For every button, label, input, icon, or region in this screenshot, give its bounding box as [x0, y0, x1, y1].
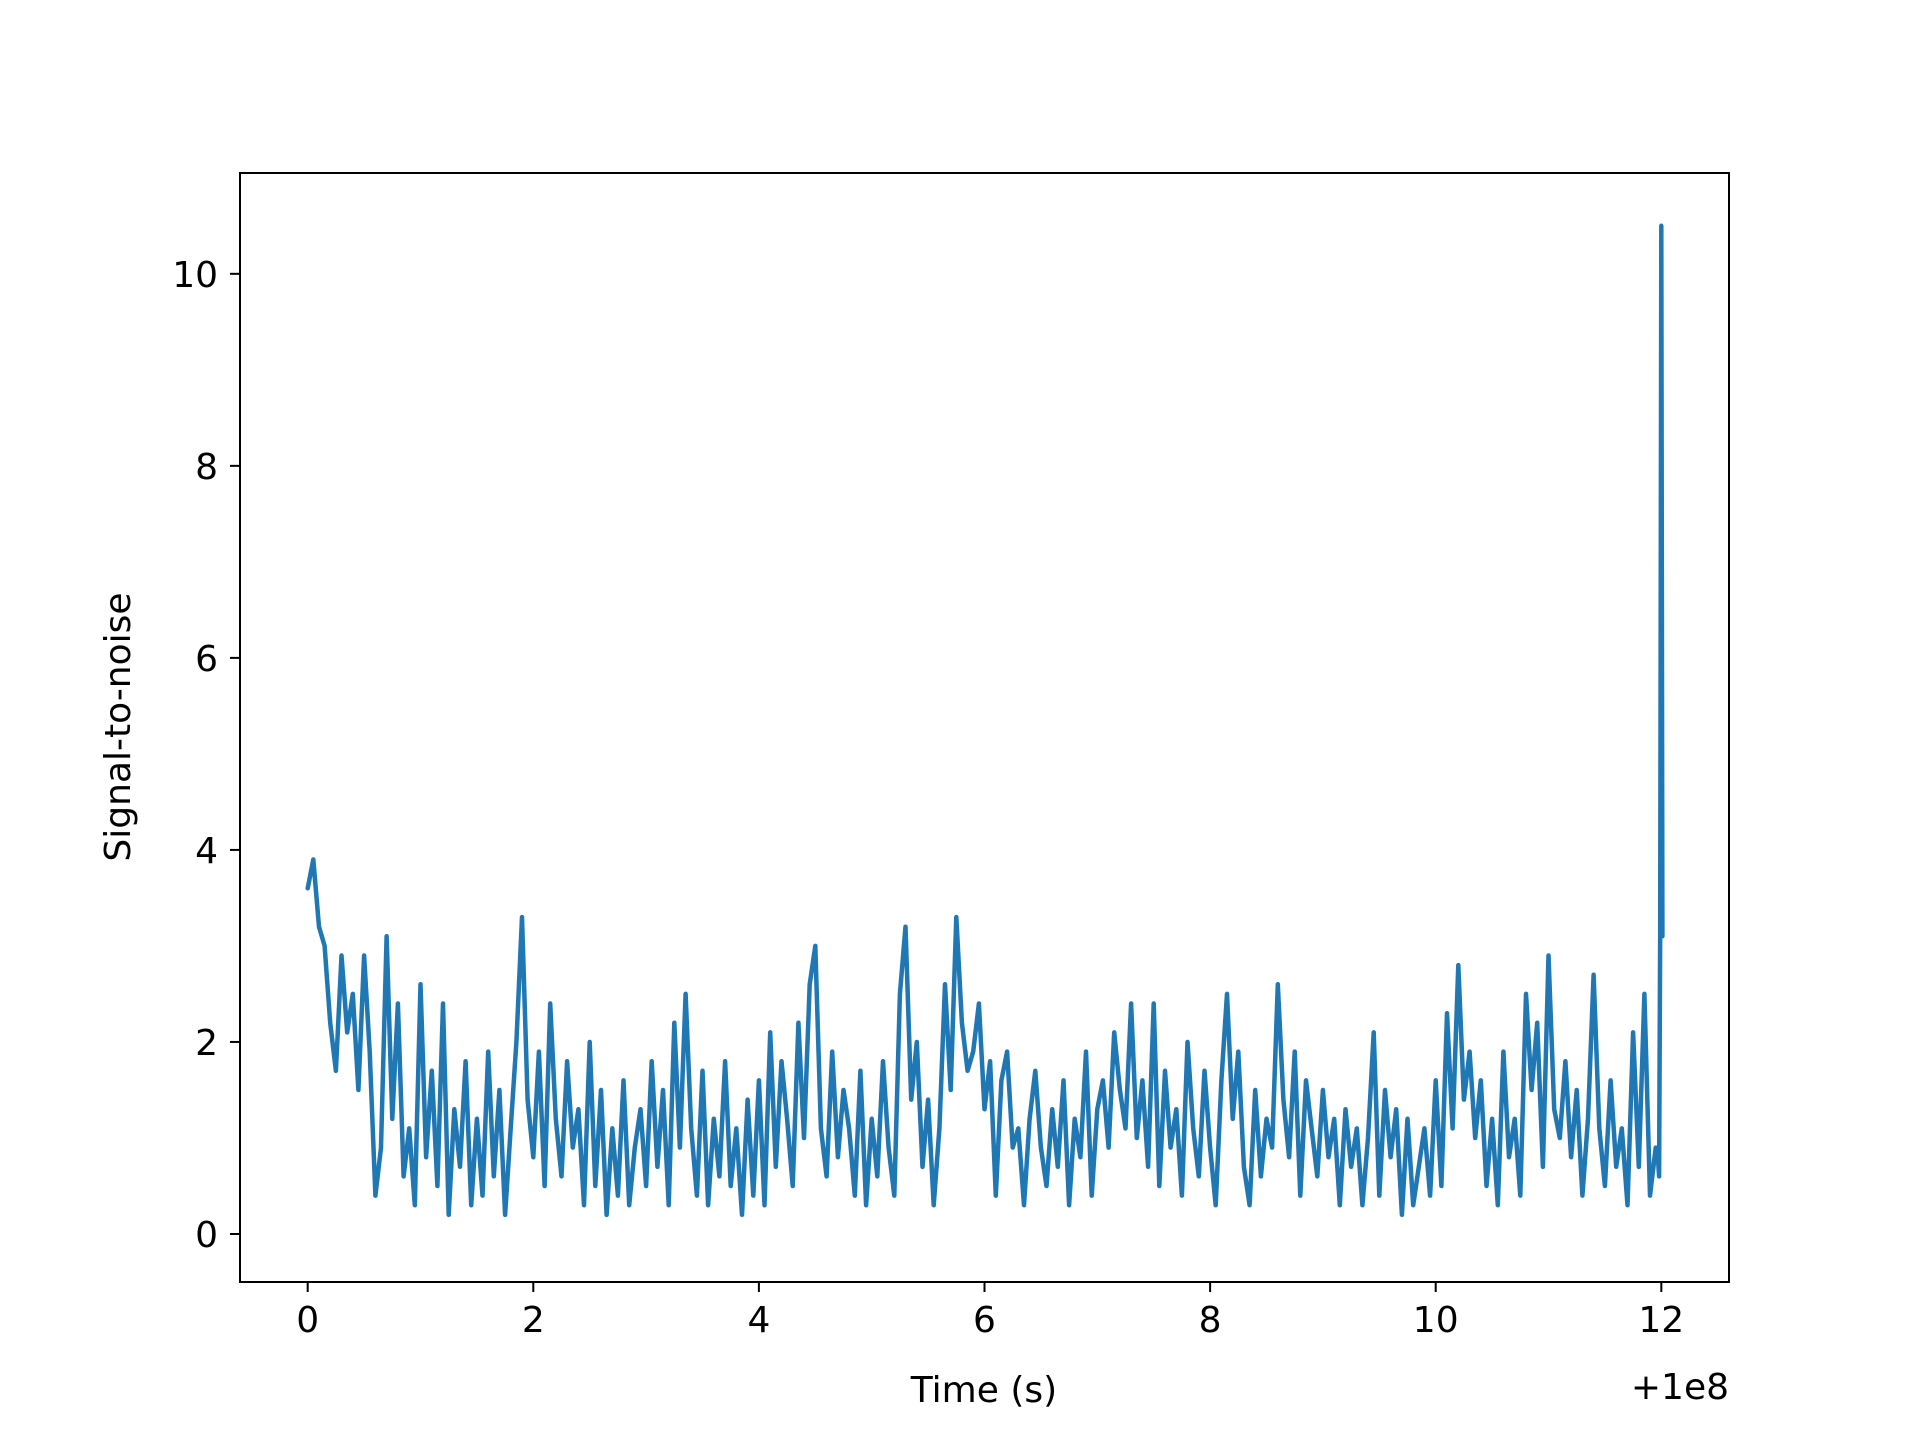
x-tick-label: 2 — [522, 1300, 545, 1341]
x-axis-label: Time (s) — [910, 1370, 1057, 1411]
y-tick-label: 10 — [172, 255, 218, 296]
x-tick-label: 4 — [747, 1300, 770, 1341]
x-tick-label: 12 — [1638, 1300, 1684, 1341]
y-tick-label: 2 — [195, 1023, 218, 1064]
y-axis-label: Signal-to-noise — [98, 592, 139, 861]
series-line-signal-to-noise — [305, 223, 1665, 1218]
x-tick-label: 8 — [1199, 1300, 1222, 1341]
plot-area — [305, 223, 1665, 1218]
y-tick-label: 0 — [195, 1215, 218, 1256]
x-tick-label: 10 — [1413, 1300, 1459, 1341]
x-tick-label: 6 — [973, 1300, 996, 1341]
x-axis: 0 2 4 6 8 10 12 — [296, 1282, 1684, 1341]
y-tick-label: 4 — [195, 831, 218, 872]
y-axis: 0 2 4 6 8 10 — [172, 255, 240, 1256]
x-tick-label: 0 — [296, 1300, 319, 1341]
y-tick-label: 6 — [195, 639, 218, 680]
y-tick-label: 8 — [195, 447, 218, 488]
x-axis-offset-label: +1e8 — [1631, 1367, 1729, 1408]
